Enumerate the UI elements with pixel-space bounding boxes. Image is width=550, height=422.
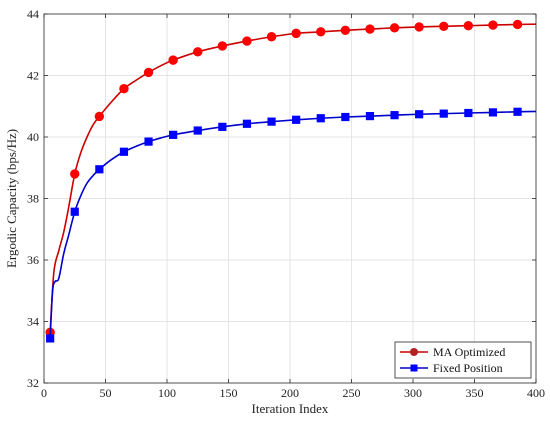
data-point — [291, 28, 301, 39]
data-point — [242, 119, 252, 128]
x-tick-label: 400 — [527, 386, 545, 400]
legend-box — [394, 341, 532, 379]
data-point — [415, 110, 424, 119]
data-point — [193, 47, 203, 57]
series-fixed-position — [46, 107, 537, 343]
data-point — [143, 67, 154, 78]
data-point — [414, 22, 424, 32]
legend-label: MA Optimized — [433, 345, 505, 359]
x-tick-label: 300 — [404, 386, 422, 400]
y-tick-label: 40 — [27, 130, 39, 144]
data-point — [513, 107, 522, 116]
data-point — [242, 36, 252, 46]
data-point — [365, 24, 375, 34]
legend: MA Optimized Fixed Position — [394, 341, 532, 379]
data-point — [267, 117, 276, 126]
data-point — [266, 32, 277, 42]
data-point — [217, 41, 228, 51]
data-point — [46, 334, 55, 343]
data-point — [193, 126, 202, 135]
x-tick-label: 350 — [466, 386, 484, 400]
data-point — [389, 23, 400, 33]
y-tick-label: 34 — [27, 315, 39, 329]
x-tick-label: 150 — [220, 386, 238, 400]
data-point — [70, 207, 79, 216]
data-point — [439, 21, 449, 31]
y-tick-label: 36 — [27, 253, 39, 267]
data-point — [70, 169, 80, 179]
data-point — [292, 115, 301, 124]
data-point — [463, 20, 474, 31]
x-axis-label: Iteration Index — [252, 401, 329, 416]
x-tick-label: 200 — [281, 386, 299, 400]
legend-entry-fixed-position: Fixed Position — [400, 361, 503, 375]
legend-label: Fixed Position — [433, 361, 503, 375]
ticks: 0 50 100 150 200 250 300 350 400 32 34 36 38 40 42 44 — [27, 7, 545, 400]
data-point — [169, 130, 178, 139]
y-axis-label: Ergodic Capacity (bps/Hz) — [4, 129, 19, 268]
y-tick-label: 32 — [27, 376, 39, 390]
data-point — [95, 165, 104, 174]
data-point — [488, 108, 498, 117]
data-point — [341, 112, 350, 122]
data-point — [218, 122, 227, 131]
series-layer — [45, 19, 537, 343]
x-tick-label: 100 — [158, 386, 176, 400]
legend-entry-ma-optimized: MA Optimized — [400, 345, 505, 359]
legend-items: MA Optimized Fixed Position — [400, 345, 505, 375]
data-point — [464, 108, 473, 118]
legend-marker — [410, 348, 418, 356]
data-point — [316, 27, 326, 37]
grid — [44, 14, 536, 383]
data-point — [316, 114, 325, 123]
data-point — [119, 147, 129, 156]
data-point — [390, 111, 399, 120]
y-tick-label: 38 — [27, 192, 39, 206]
x-tick-label: 0 — [41, 386, 47, 400]
data-point — [340, 25, 351, 35]
data-point — [512, 19, 523, 30]
data-point — [365, 111, 375, 121]
x-tick-label: 250 — [343, 386, 361, 400]
x-tick-label: 50 — [100, 386, 112, 400]
series-ma-optimized — [45, 19, 537, 337]
data-point — [488, 20, 498, 30]
data-point — [439, 109, 448, 118]
data-point — [144, 137, 153, 146]
legend-marker — [410, 364, 418, 372]
y-tick-label: 44 — [27, 7, 39, 21]
y-tick-label: 42 — [27, 69, 39, 83]
data-point — [94, 111, 105, 122]
data-point — [119, 84, 129, 94]
data-point — [168, 55, 178, 65]
